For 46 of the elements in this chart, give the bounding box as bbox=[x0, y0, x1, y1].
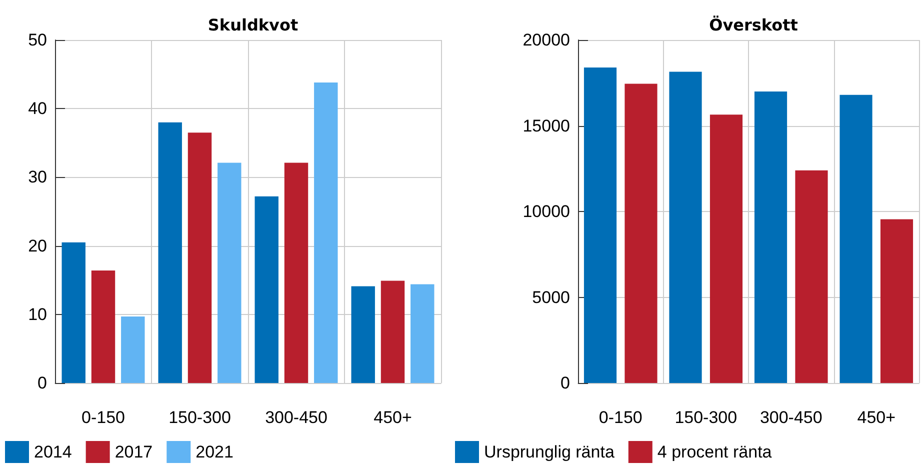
bar bbox=[284, 162, 308, 383]
bar bbox=[314, 82, 338, 383]
legend-label: 4 procent ränta bbox=[657, 442, 772, 462]
chart-title: Skuldkvot bbox=[208, 16, 298, 34]
y-tick-label: 5000 bbox=[532, 288, 570, 307]
y-tick-label: 0 bbox=[560, 374, 570, 392]
bar bbox=[880, 219, 914, 383]
x-tick-label: 0-150 bbox=[598, 408, 642, 427]
bar bbox=[91, 270, 116, 383]
x-tick-label: 450+ bbox=[857, 408, 896, 427]
bar bbox=[218, 162, 242, 383]
bar bbox=[410, 284, 434, 383]
y-tick-label: 10000 bbox=[522, 202, 570, 221]
x-tick-label: 0-150 bbox=[82, 408, 125, 427]
legend-label: 2014 bbox=[34, 442, 72, 462]
y-tick-label: 20000 bbox=[522, 30, 570, 50]
x-tick-label: 300-450 bbox=[760, 408, 822, 427]
bar bbox=[624, 84, 658, 383]
y-tick-label: 10 bbox=[28, 304, 47, 324]
bar bbox=[754, 91, 788, 383]
y-tick-label: 20 bbox=[28, 236, 47, 256]
chart-title: Överskott bbox=[709, 16, 798, 34]
bar bbox=[380, 280, 405, 383]
y-tick-label: 0 bbox=[38, 374, 47, 392]
bar bbox=[188, 132, 212, 383]
y-tick-label: 50 bbox=[28, 30, 47, 50]
bar bbox=[795, 170, 828, 383]
y-tick-label: 15000 bbox=[522, 116, 570, 136]
bar bbox=[158, 122, 182, 383]
x-tick-label: 450+ bbox=[374, 408, 412, 427]
x-tick-label: 300-450 bbox=[265, 408, 328, 427]
legend-label: 2017 bbox=[114, 442, 153, 462]
bar bbox=[351, 286, 375, 383]
bar bbox=[62, 242, 86, 383]
bar bbox=[121, 316, 145, 383]
bar bbox=[840, 94, 872, 383]
bar bbox=[710, 114, 743, 383]
y-tick-label: 30 bbox=[28, 168, 47, 187]
legend-label: Ursprunglig ränta bbox=[484, 442, 615, 462]
x-tick-label: 150-300 bbox=[168, 408, 231, 427]
y-tick-label: 40 bbox=[28, 99, 47, 118]
bar bbox=[669, 72, 702, 383]
bar bbox=[584, 67, 617, 383]
bar bbox=[254, 196, 278, 383]
x-tick-label: 150-300 bbox=[674, 408, 738, 427]
legend-label: 2021 bbox=[196, 442, 234, 462]
